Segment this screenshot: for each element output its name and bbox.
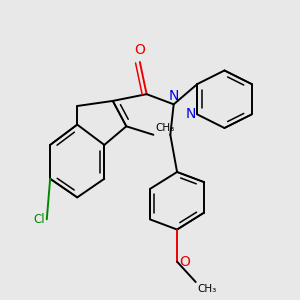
- Text: O: O: [179, 255, 190, 269]
- Text: N: N: [185, 107, 196, 122]
- Text: N: N: [169, 88, 179, 103]
- Text: Cl: Cl: [34, 213, 45, 226]
- Text: O: O: [134, 43, 145, 57]
- Text: CH₃: CH₃: [197, 284, 217, 294]
- Text: CH₃: CH₃: [155, 123, 174, 133]
